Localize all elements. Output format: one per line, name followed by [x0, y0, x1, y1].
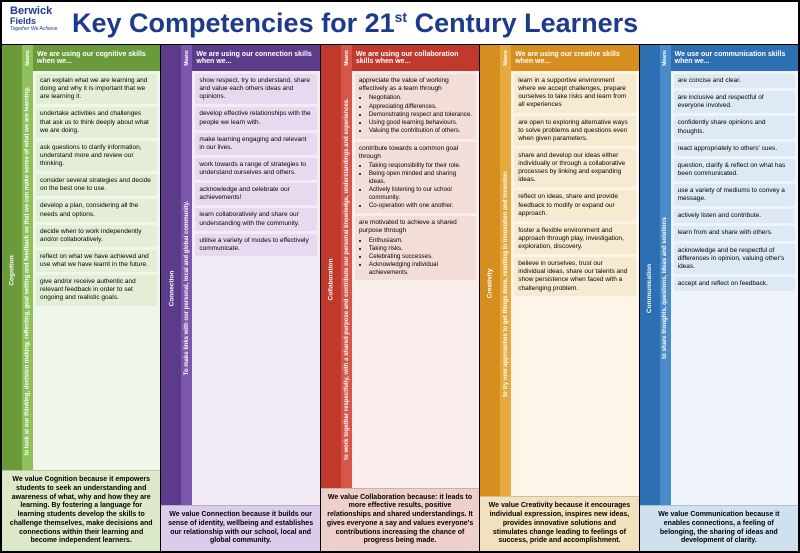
column-body: Cognitionto look at our thinking, decisi… [2, 71, 160, 470]
skill-item: acknowledge and celebrate our achievemen… [195, 183, 316, 205]
skill-item: undertake activities and challenges that… [36, 107, 157, 137]
competency-name-side: Communication [640, 71, 660, 505]
bullet: Negotiation. [369, 94, 472, 102]
skill-item: are motivated to achieve a shared purpos… [355, 216, 476, 280]
skill-item: share and develop our ideas either indiv… [514, 149, 635, 188]
items-list: are concise and clear. are inclusive and … [671, 71, 798, 505]
skill-item: learn from and share with others. [674, 226, 795, 240]
skill-item: accept and reflect on feedback. [674, 277, 795, 291]
competency-column: MeansWe are using our cognitive skills w… [2, 45, 161, 551]
competency-name-strip [321, 45, 341, 71]
bullet: Taking responsibility for their role. [369, 162, 472, 170]
items-list: appreciate the value of working effectiv… [352, 71, 479, 488]
skill-item: utilise a variety of modes to effectivel… [195, 234, 316, 256]
competency-name-side: Connection [161, 71, 181, 505]
column-body: Communicationto share thoughts, question… [640, 71, 798, 505]
skill-item: develop effective relationships with the… [195, 107, 316, 129]
means-side: to share thoughts, questions, ideas and … [660, 71, 671, 505]
means-strip: Means [500, 45, 511, 71]
bullet: Co-operation with one another. [369, 202, 472, 210]
means-strip: Means [181, 45, 192, 71]
skill-item: are inclusive and respectful of everyone… [674, 91, 795, 113]
logo-line2: Fields [10, 16, 36, 26]
competency-name-strip [480, 45, 500, 71]
competency-name-strip [640, 45, 660, 71]
means-side: To make links with our personal, local a… [181, 71, 192, 505]
skill-item: acknowledge and be respectful of differe… [674, 244, 795, 274]
items-list: show respect, try to understand, share a… [192, 71, 319, 505]
logo-tag: Together We Achieve [10, 26, 64, 32]
column-body: Creativityto try new approaches to get t… [480, 71, 638, 496]
skill-item: learn collaboratively and share our unde… [195, 208, 316, 230]
using-text: We are using our collaboration skills wh… [352, 45, 479, 71]
skill-item: reflect on ideas, share and provide feed… [514, 190, 635, 220]
competency-columns: MeansWe are using our cognitive skills w… [2, 44, 798, 551]
skill-item: use a variety of mediums to convey a mes… [674, 184, 795, 206]
competency-column: MeansWe are using our connection skills … [161, 45, 320, 551]
value-statement: We value Cognition because it empowers s… [2, 470, 160, 551]
skill-item: contribute towards a common goal through… [355, 142, 476, 214]
value-statement: We value Communication because it enable… [640, 505, 798, 551]
bullet: Enthusiasm. [369, 237, 472, 245]
skill-item: show respect, try to understand, share a… [195, 74, 316, 104]
skill-item: foster a flexible environment and approa… [514, 224, 635, 254]
competency-name-strip [161, 45, 181, 71]
skill-item: confidently share opinions and thoughts. [674, 116, 795, 138]
skill-item: ask questions to clarify information, un… [36, 141, 157, 171]
means-strip: Means [341, 45, 352, 71]
using-text: We are using our cognitive skills when w… [33, 45, 160, 71]
skill-item: decide when to work independently and/or… [36, 225, 157, 247]
bullet: Demonstrating respect and tolerance. [369, 111, 472, 119]
value-statement: We value Connection because it builds ou… [161, 505, 319, 551]
skill-item: are open to exploring alternative ways t… [514, 116, 635, 146]
skill-item: react appropriately to others' cues. [674, 142, 795, 156]
skill-item: give and/or receive authentic and releva… [36, 275, 157, 305]
competency-name-side: Creativity [480, 71, 500, 496]
using-text: We are using our connection skills when … [192, 45, 319, 71]
competency-name-side: Cognition [2, 71, 22, 470]
items-list: learn in a supportive environment where … [511, 71, 638, 496]
using-text: We are using our creative skills when we… [511, 45, 638, 71]
page-title: Key Competencies for 21st Century Learne… [72, 8, 638, 39]
bullet: Celebrating successes. [369, 253, 472, 261]
logo: Berwick Fields Together We Achieve [10, 6, 64, 40]
means-side: to look at our thinking, decision making… [22, 71, 33, 470]
value-statement: We value Creativity because it encourage… [480, 496, 638, 551]
column-body: Collaborationto work together respectful… [321, 71, 479, 488]
skill-item: are concise and clear. [674, 74, 795, 88]
bullet: Taking risks. [369, 245, 472, 253]
skill-item: develop a plan, considering all the need… [36, 199, 157, 221]
items-list: can explain what we are learning and doi… [33, 71, 160, 470]
competency-name-strip [2, 45, 22, 71]
competency-column: MeansWe use our communication skills whe… [640, 45, 798, 551]
means-strip: Means [660, 45, 671, 71]
skill-item: learn in a supportive environment where … [514, 74, 635, 113]
bullet: Being open minded and sharing ideas. [369, 170, 472, 186]
bullet: Actively listening to our school communi… [369, 186, 472, 202]
means-strip: Means [22, 45, 33, 71]
bullet: Acknowledging individual achievements. [369, 261, 472, 277]
means-side: to try new approaches to get things done… [500, 71, 511, 496]
bullet: Valuing the contribution of others. [369, 127, 472, 135]
using-text: We use our communication skills when we.… [671, 45, 798, 71]
column-body: ConnectionTo make links with our persona… [161, 71, 319, 505]
skill-item: work towards a range of strategies to un… [195, 158, 316, 180]
competency-column: MeansWe are using our creative skills wh… [480, 45, 639, 551]
skill-item: reflect on what we have achieved and use… [36, 250, 157, 272]
skill-item: actively listen and contribute. [674, 209, 795, 223]
competency-name-side: Collaboration [321, 71, 341, 488]
skill-item: can explain what we are learning and doi… [36, 74, 157, 104]
skill-item: consider several strategies and decide o… [36, 174, 157, 196]
bullet: Using good learning behaviours. [369, 119, 472, 127]
skill-item: make learning engaging and relevant in o… [195, 133, 316, 155]
bullet: Appreciating differences. [369, 103, 472, 111]
skill-item: appreciate the value of working effectiv… [355, 74, 476, 139]
competency-column: MeansWe are using our collaboration skil… [321, 45, 480, 551]
header: Berwick Fields Together We Achieve Key C… [2, 2, 798, 44]
page: Berwick Fields Together We Achieve Key C… [0, 0, 800, 553]
skill-item: believe in ourselves, trust our individu… [514, 257, 635, 296]
value-statement: We value Collaboration because: it leads… [321, 488, 479, 552]
skill-item: question, clarify & reflect on what has … [674, 159, 795, 181]
means-side: to work together respectfully, with a sh… [341, 71, 352, 488]
